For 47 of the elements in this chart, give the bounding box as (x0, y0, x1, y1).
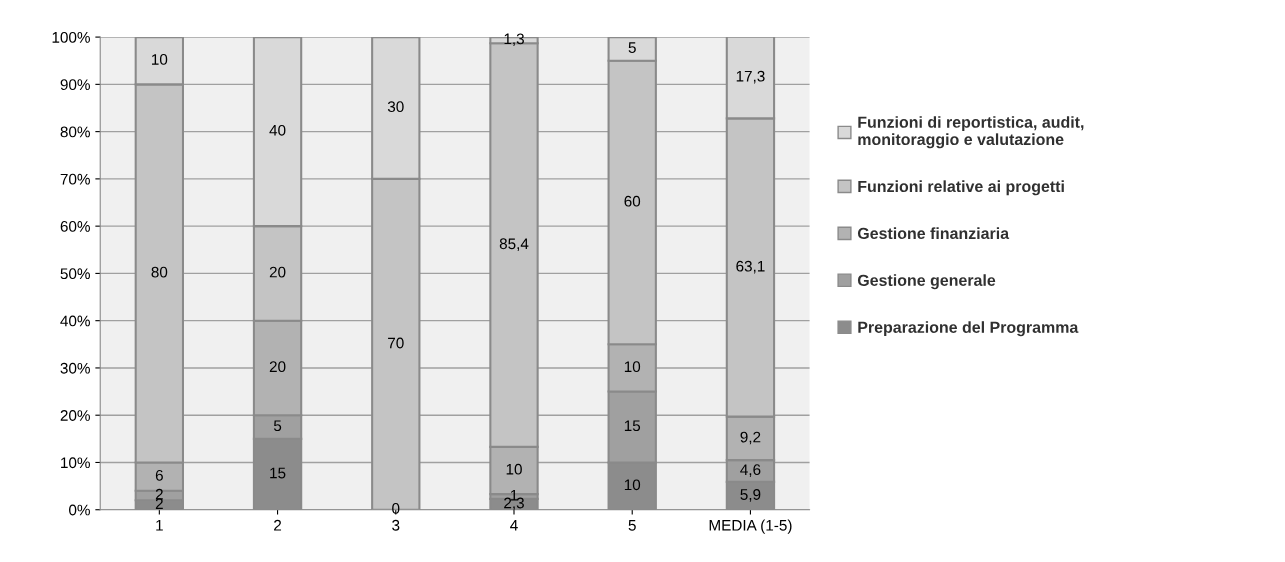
x-tick-label: 2 (274, 519, 282, 531)
x-tick-label: 1 (156, 520, 163, 531)
x-tick-label: 3 (392, 519, 400, 531)
y-tick-label: 20% (60, 410, 90, 421)
data-label: 5 (273, 420, 282, 432)
x-tick-label: 5 (628, 520, 636, 531)
legend-label: Funzioni relative ai progetti (858, 180, 1064, 196)
data-label: 40 (269, 124, 286, 136)
data-label: 85,4 (499, 238, 529, 251)
data-label: 10 (506, 463, 522, 475)
y-tick-label: 0% (69, 504, 90, 516)
data-label: 20 (269, 266, 286, 278)
y-tick-label: 10% (61, 457, 90, 469)
data-label: 20 (269, 361, 286, 373)
x-tick-label: MEDIA (1-5) (709, 519, 792, 534)
data-label: 15 (624, 420, 641, 432)
data-label: 70 (388, 337, 404, 349)
data-label: 60 (624, 195, 641, 207)
legend-label: Gestione generale (857, 274, 996, 290)
data-label: 10 (624, 361, 641, 373)
legend-label: Gestione finanziaria (857, 227, 1010, 240)
x-tick-label: 4 (510, 520, 518, 531)
y-tick-label: 70% (60, 173, 90, 185)
y-tick-label: 80% (60, 126, 90, 138)
data-label: 63,1 (736, 260, 765, 274)
y-tick-label: 30% (60, 362, 90, 374)
y-tick-label: 60% (60, 221, 90, 232)
legend-label: Funzioni di reportistica, audit, monitoraggio e valutazione (858, 116, 1084, 149)
y-tick-label: 90% (60, 79, 90, 91)
data-label: 5,9 (740, 489, 761, 502)
data-label: 10 (624, 479, 641, 491)
legend-label: Preparazione del Programma (858, 321, 1079, 337)
data-label: 9,2 (740, 431, 761, 445)
y-tick-label: 100% (52, 31, 90, 43)
data-label: 1,3 (504, 33, 524, 47)
data-label: 6 (155, 469, 163, 481)
y-tick-label: 50% (60, 268, 90, 280)
data-label: 0 (392, 503, 400, 514)
y-tick-label: 40% (60, 315, 90, 327)
data-label: 5 (628, 42, 636, 54)
data-label: 4,6 (740, 464, 761, 477)
data-label: 15 (270, 467, 286, 479)
data-label: 2 (155, 498, 163, 509)
data-label: 30 (387, 101, 404, 113)
data-label: 10 (152, 54, 168, 65)
data-label: 80 (151, 266, 168, 278)
data-label: 17,3 (736, 70, 765, 84)
